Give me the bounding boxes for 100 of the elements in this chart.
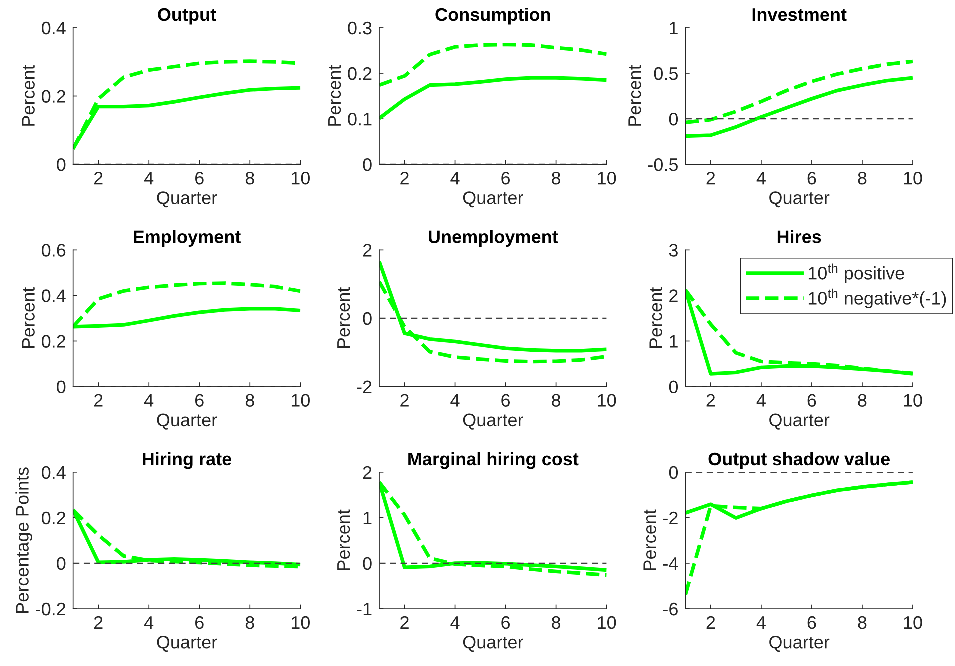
- y-tick-label: 0.2: [348, 67, 372, 80]
- x-axis-title: Quarter: [770, 192, 830, 208]
- x-tick-label: 8: [246, 394, 254, 407]
- x-tick-label: 10: [904, 172, 922, 185]
- x-tick-label: 4: [144, 394, 154, 407]
- y-axis-title: Percent: [650, 288, 662, 348]
- y-tick-label: 0.3: [348, 22, 372, 35]
- chart-title: Hiring rate: [143, 452, 232, 470]
- x-tick-label: 6: [502, 616, 510, 630]
- x-axis-title: Quarter: [157, 414, 218, 430]
- y-tick-label: -6: [663, 602, 678, 616]
- y-tick-label: 0.2: [42, 512, 66, 525]
- legend-label: 10$^{th}$ positive: [808, 264, 904, 284]
- y-axis-title: Percent: [338, 510, 350, 570]
- x-tick-label: 4: [450, 172, 460, 185]
- y-axis-title: Percent: [22, 65, 35, 126]
- chart-title: Employment: [134, 230, 241, 247]
- y-tick-label: 0: [57, 158, 66, 172]
- y-tick-label: 0.6: [42, 244, 66, 257]
- y-tick-label: 0.4: [42, 466, 66, 480]
- x-tick-label: 10: [598, 394, 616, 407]
- x-axis-title: Quarter: [463, 192, 524, 208]
- x-tick-label: 4: [450, 394, 460, 407]
- chart-title: Consumption: [436, 8, 550, 25]
- x-tick-label: 2: [94, 172, 103, 185]
- chart-title: Output: [158, 8, 216, 25]
- x-tick-label: 6: [196, 394, 204, 407]
- y-tick-label: 0: [57, 557, 66, 570]
- y-tick-label: 2: [363, 466, 372, 479]
- x-tick-label: 8: [858, 394, 867, 407]
- y-tick-label: 0: [363, 158, 372, 172]
- y-tick-label: 1: [670, 335, 678, 348]
- y-tick-label: 3: [669, 244, 678, 257]
- x-axis-title: Quarter: [463, 636, 524, 652]
- chart-title: Unemployment: [429, 230, 558, 247]
- x-tick-label: 2: [706, 616, 716, 630]
- y-tick-label: 0: [363, 557, 372, 570]
- x-tick-label: 8: [246, 616, 254, 630]
- y-tick-label: 0.1: [348, 112, 372, 126]
- line-series: [686, 60, 913, 124]
- x-tick-label: 10: [904, 394, 922, 407]
- x-tick-label: 2: [400, 394, 409, 407]
- x-tick-label: 4: [756, 172, 766, 185]
- y-tick-label: 0: [669, 380, 678, 394]
- x-tick-label: 10: [598, 616, 616, 630]
- x-tick-label: 8: [858, 616, 867, 630]
- y-tick-label: -2: [357, 380, 372, 394]
- line-series: [380, 43, 607, 88]
- y-tick-label: -0.5: [648, 158, 678, 172]
- x-axis-title: Quarter: [770, 414, 830, 430]
- x-tick-label: 6: [502, 394, 510, 407]
- x-tick-label: 2: [400, 616, 409, 630]
- x-tick-label: 6: [808, 394, 816, 407]
- x-tick-label: 6: [808, 616, 816, 630]
- y-axis-title: Percent: [628, 65, 642, 126]
- x-axis-title: Quarter: [770, 636, 830, 652]
- x-tick-label: 4: [144, 616, 154, 630]
- x-tick-label: 2: [706, 172, 716, 185]
- y-axis-title: Percentage Points: [16, 468, 33, 613]
- y-tick-label: 2: [670, 290, 678, 302]
- x-tick-label: 10: [292, 172, 310, 185]
- y-tick-label: 0: [57, 380, 66, 394]
- y-tick-label: 0.4: [42, 290, 66, 302]
- y-tick-label: 0.5: [654, 67, 678, 80]
- chart-title: Hires: [778, 230, 822, 244]
- chart-title: Marginal hiring cost: [408, 452, 579, 470]
- x-tick-label: 10: [904, 616, 922, 630]
- line-series: [686, 76, 913, 138]
- x-tick-label: 10: [292, 394, 310, 407]
- y-tick-label: 1: [364, 512, 372, 524]
- legend-label: 10$^{th}$ negative*(-1): [808, 288, 946, 308]
- y-tick-label: -1: [357, 603, 372, 616]
- y-tick-label: 0: [363, 312, 372, 326]
- y-tick-label: -4: [663, 558, 678, 570]
- y-tick-label: 0.4: [42, 22, 66, 35]
- x-tick-label: 2: [94, 394, 103, 407]
- y-tick-label: 1: [670, 22, 678, 35]
- y-axis-title: Percent: [644, 510, 656, 570]
- chart-title: Investment: [752, 8, 847, 22]
- x-tick-label: 6: [196, 172, 204, 185]
- x-axis-title: Quarter: [157, 636, 218, 652]
- y-tick-label: 0.2: [42, 90, 66, 103]
- x-tick-label: 10: [292, 616, 310, 630]
- y-axis-title: Percent: [328, 65, 342, 126]
- x-tick-label: 10: [598, 172, 616, 185]
- y-axis-title: Percent: [22, 288, 35, 348]
- x-tick-label: 4: [756, 394, 766, 407]
- x-tick-label: 6: [502, 172, 510, 185]
- x-tick-label: 2: [400, 172, 409, 185]
- x-tick-label: 2: [94, 616, 103, 630]
- y-tick-label: -2: [663, 512, 678, 524]
- x-tick-label: 8: [552, 394, 561, 407]
- y-tick-label: 0: [669, 466, 678, 480]
- y-tick-label: 0: [669, 112, 678, 126]
- x-tick-label: 6: [808, 172, 816, 185]
- y-axis-title: Percent: [338, 288, 350, 348]
- line-series: [380, 76, 607, 120]
- x-axis-title: Quarter: [157, 192, 218, 208]
- x-tick-label: 4: [450, 616, 460, 630]
- x-tick-label: 8: [552, 616, 561, 630]
